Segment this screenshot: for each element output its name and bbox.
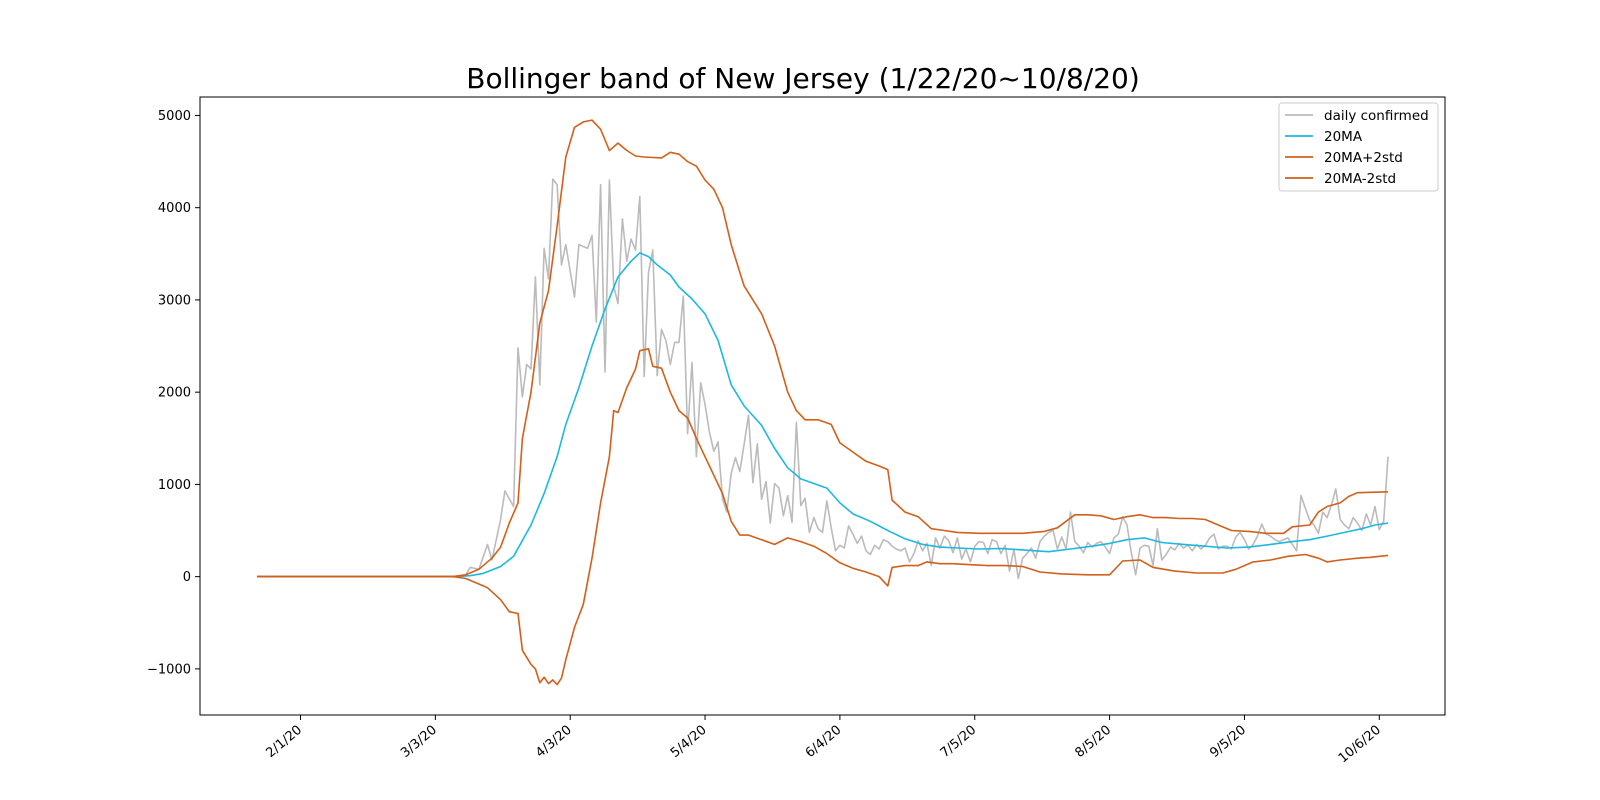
legend-label: 20MA+2std: [1324, 150, 1403, 166]
x-tick-label: 8/5/20: [1072, 723, 1114, 761]
legend-label: 20MA: [1324, 129, 1363, 145]
legend-box: [1278, 102, 1439, 192]
y-tick-label: 0: [183, 570, 191, 585]
y-tick-label: −1000: [147, 662, 191, 677]
x-tick-label: 4/3/20: [533, 723, 575, 761]
series-line-20ma-2std: [257, 119, 1389, 578]
x-axis: 2/1/20 3/3/20 4/3/20 5/4/20 6/4/20 7/5/20 8/5/…: [263, 715, 1384, 767]
series-line-daily-confirmed: [257, 178, 1389, 580]
chart-title: Bollinger band of New Jersey (1/22/20~10…: [466, 62, 1140, 95]
legend-label: 20MA-2std: [1324, 171, 1396, 187]
y-tick-label: 2000: [158, 386, 191, 401]
x-tick-label: 5/4/20: [668, 723, 710, 761]
x-tick-label: 7/5/20: [938, 723, 980, 761]
plot-area-frame: [199, 96, 1446, 716]
x-tick-label: 10/6/20: [1336, 723, 1384, 767]
y-tick-label: 1000: [158, 478, 191, 493]
series-line-20ma-2std: [257, 348, 1389, 686]
x-tick-label: 3/3/20: [398, 723, 440, 761]
legend-label: daily confirmed: [1324, 108, 1429, 124]
y-tick-label: 4000: [158, 201, 191, 216]
x-tick-label: 6/4/20: [803, 723, 845, 761]
legend: daily confirmed 20MA 20MA+2std 20MA-2std: [1278, 102, 1439, 192]
y-axis: −1000 0 1000 2000 3000 4000 5000: [147, 109, 200, 677]
x-tick-label: 9/5/20: [1207, 723, 1249, 761]
x-tick-label: 2/1/20: [263, 723, 305, 761]
y-tick-label: 5000: [158, 109, 191, 124]
y-tick-label: 3000: [158, 293, 191, 308]
series-line-20ma: [257, 252, 1389, 578]
series-layer: [257, 119, 1389, 686]
